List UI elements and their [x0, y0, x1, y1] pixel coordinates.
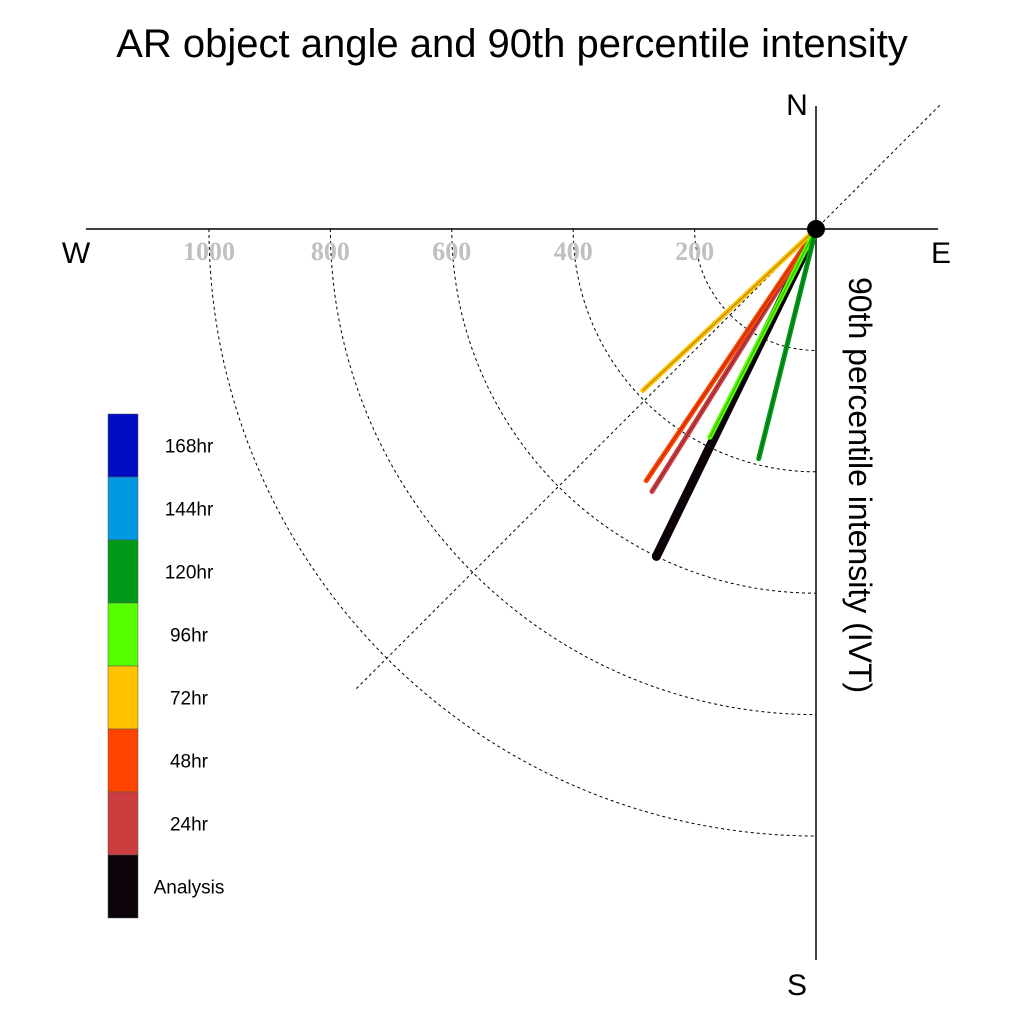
vector-outline [709, 228, 817, 438]
compass-east: E [931, 237, 951, 270]
legend-label: 24hr [170, 815, 209, 836]
origin-marker [807, 220, 825, 238]
legend-label: 168hr [165, 437, 214, 458]
legend-label: 96hr [170, 626, 209, 647]
vector-48hr [643, 226, 819, 484]
legend-label: 72hr [170, 689, 209, 710]
legend-swatch [107, 854, 139, 919]
radial-ring [451, 228, 817, 594]
legend-label: 144hr [165, 500, 214, 521]
vectors [640, 224, 821, 561]
radial-tick-label: 200 [675, 237, 714, 266]
compass-west: W [62, 237, 91, 270]
legend-label: 120hr [165, 563, 214, 584]
compass-south: S [787, 969, 807, 1002]
vector-outline [758, 228, 817, 459]
vector-72hr [640, 226, 819, 393]
legend-swatch [107, 476, 139, 541]
legend-swatch [107, 728, 139, 793]
radial-tick-label: 1000 [183, 237, 235, 266]
axes [86, 104, 941, 960]
legend-swatch [107, 539, 139, 604]
legend: 168hr 144hr 120hr 96hr 72hr 48hr 24hr Analysis [107, 413, 225, 919]
radial-ring [329, 228, 817, 716]
radial-tick-label: 800 [311, 237, 350, 266]
radial-tick-labels: 200 400 600 800 1000 [183, 237, 714, 266]
legend-swatch [107, 665, 139, 730]
vector-96hr [707, 226, 819, 440]
vector-outline [645, 228, 817, 481]
chart-title: AR object angle and 90th percentile inte… [116, 22, 908, 66]
radial-ring [572, 228, 817, 473]
compass-north: N [786, 89, 808, 122]
legend-label: 48hr [170, 752, 209, 773]
legend-swatch [107, 413, 139, 478]
legend-swatch [107, 602, 139, 667]
legend-swatch [107, 791, 139, 856]
vector-outline [642, 228, 817, 391]
radial-ring [208, 228, 817, 837]
radial-tick-label: 400 [554, 237, 593, 266]
axis-title: 90th percentile intensity (IVT) [842, 277, 878, 693]
vector-120hr [756, 226, 819, 462]
radial-tick-label: 600 [432, 237, 471, 266]
legend-label: Analysis [154, 878, 225, 899]
radial-ring [694, 228, 817, 351]
radial-rings [208, 228, 817, 837]
